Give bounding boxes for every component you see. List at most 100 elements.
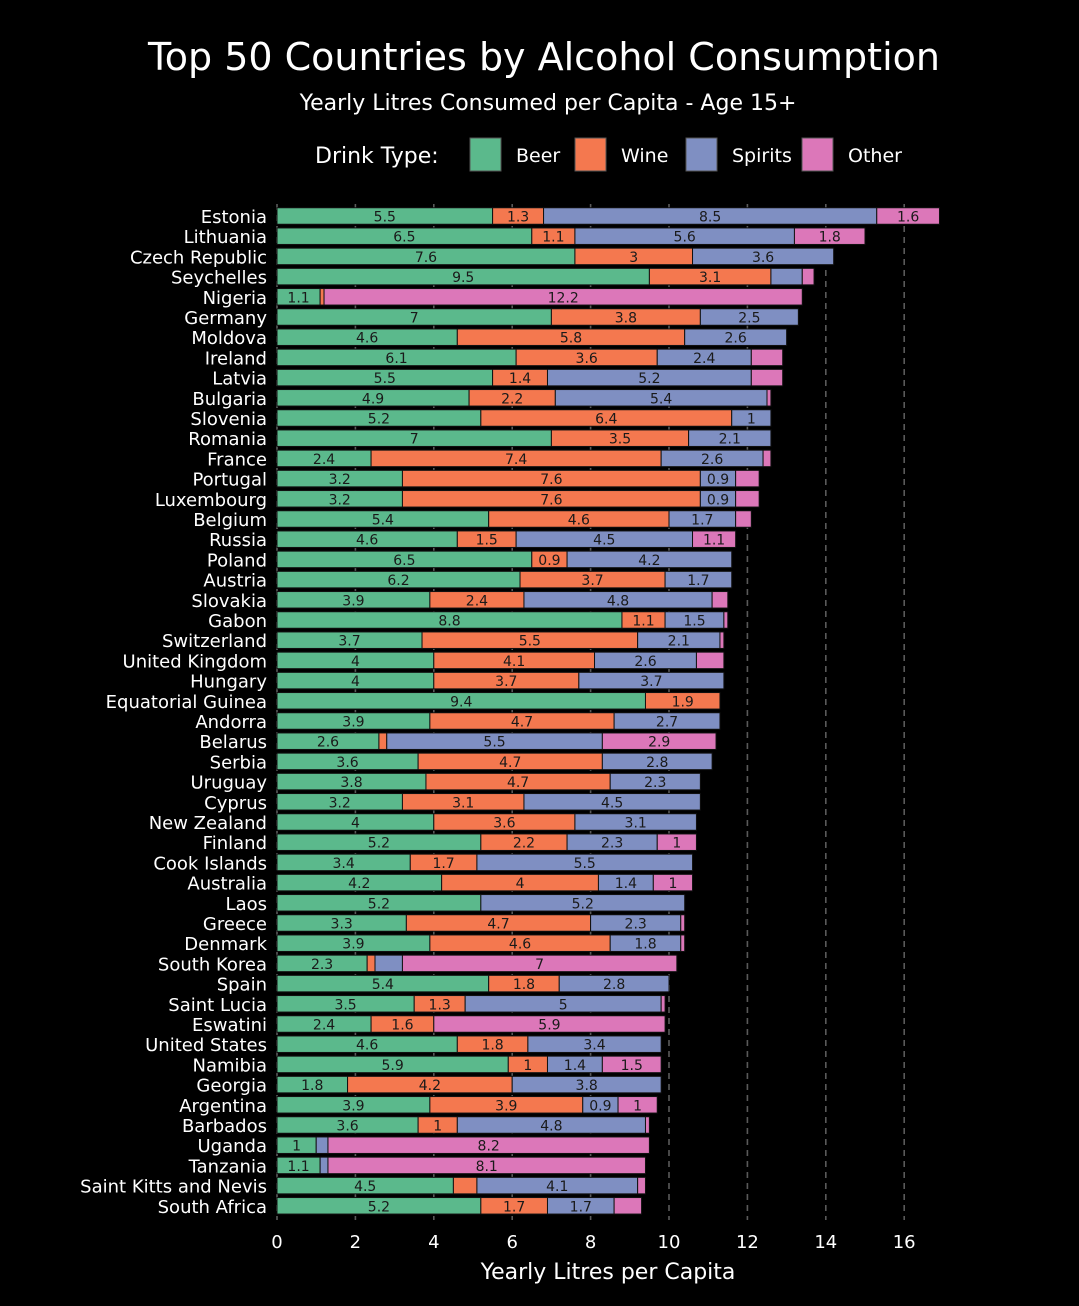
- bar-label-georgia-spirits: 3.8: [576, 1078, 598, 1094]
- bar-germany-spirits: [699, 308, 799, 326]
- bar-south-korea-spirits: [374, 954, 403, 973]
- bar-label-france-spirits: 2.6: [701, 452, 723, 468]
- bar-label-saint-lucia-spirits: 5: [559, 997, 568, 1013]
- bar-label-switzerland-spirits: 2.1: [668, 634, 690, 650]
- bar-row-uruguay: 3.8 4.7 2.3: [276, 772, 701, 791]
- bar-row-finland: 5.2 2.2 2.3 1: [276, 833, 697, 852]
- bar-row-equatorial-guinea: 9.4 1.9: [276, 692, 721, 710]
- bar-seychelles-spirits: [770, 267, 803, 286]
- bar-label-australia-wine: 4: [516, 876, 525, 892]
- bar-label-namibia-beer: 5.9: [382, 1058, 404, 1074]
- bar-label-seychelles-beer: 9.5: [452, 270, 474, 286]
- bar-label-south-africa-spirits: 1.7: [570, 1199, 592, 1215]
- bar-row-germany: 7 3.8 2.5: [276, 308, 799, 327]
- x-tick-label-4: 4: [428, 1232, 439, 1253]
- country-label-cyprus: Cyprus: [204, 793, 267, 814]
- bar-label-united-kingdom-wine: 4.1: [503, 654, 525, 670]
- x-tick-label-0: 0: [271, 1232, 282, 1253]
- country-label-denmark: Denmark: [184, 934, 267, 955]
- bar-label-denmark-beer: 3.9: [342, 937, 364, 953]
- country-label-switzerland: Switzerland: [162, 631, 267, 652]
- bar-south-korea-wine: [366, 954, 376, 973]
- bar-row-australia: 4.2 4 1.4 1: [276, 873, 694, 892]
- bar-row-austria: 6.2 3.7 1.7: [276, 570, 733, 589]
- bar-label-belarus-other: 2.9: [648, 735, 670, 751]
- bar-spain-spirits: [558, 974, 670, 993]
- bar-label-germany-spirits: 2.5: [738, 311, 760, 327]
- bar-label-belgium-spirits: 1.7: [691, 513, 713, 529]
- country-label-seychelles: Seychelles: [171, 268, 267, 289]
- x-tick-label-2: 2: [350, 1232, 361, 1253]
- bar-label-slovenia-beer: 5.2: [368, 412, 390, 428]
- bar-label-russia-beer: 4.6: [356, 533, 378, 549]
- bar-label-argentina-wine: 3.9: [495, 1098, 517, 1114]
- bar-row-cyprus: 3.2 3.1 4.5: [276, 793, 701, 811]
- bar-andorra-spirits: [613, 712, 721, 730]
- bar-label-luxembourg-wine: 7.6: [540, 492, 562, 508]
- bar-label-estonia-spirits: 8.5: [699, 210, 721, 226]
- bar-hungary-spirits: [578, 671, 725, 690]
- bar-row-andorra: 3.9 4.7 2.7: [276, 712, 721, 731]
- country-label-georgia: Georgia: [196, 1076, 267, 1097]
- bar-label-uganda-beer: 1: [292, 1139, 301, 1155]
- bar-namibia-other: [601, 1055, 662, 1074]
- bar-label-bulgaria-beer: 4.9: [362, 391, 384, 407]
- bar-row-serbia: 3.6 4.7 2.8: [276, 752, 713, 771]
- bar-row-russia: 4.6 1.5 4.5 1.1: [276, 530, 737, 549]
- bar-label-hungary-beer: 4: [351, 674, 360, 690]
- legend-swatch-spirits: [685, 137, 718, 172]
- bar-row-greece: 3.3 4.7 2.3: [276, 914, 686, 933]
- bar-label-georgia-wine: 4.2: [419, 1078, 441, 1094]
- bar-label-gabon-spirits: 1.5: [683, 614, 705, 630]
- bar-label-germany-beer: 7: [410, 311, 419, 327]
- bar-georgia-spirits: [511, 1075, 662, 1094]
- country-label-saint-lucia: Saint Lucia: [168, 995, 267, 1016]
- bar-label-slovakia-wine: 2.4: [466, 593, 488, 609]
- country-label-luxembourg: Luxembourg: [155, 490, 267, 511]
- bar-belarus-wine: [378, 732, 388, 750]
- bar-czech-republic-spirits: [692, 247, 835, 266]
- bar-row-united-states: 4.6 1.8 3.4: [276, 1035, 662, 1054]
- bar-label-lithuania-other: 1.8: [819, 230, 841, 246]
- legend: Drink Type: Beer Wine Spirits Other: [315, 137, 902, 172]
- country-label-uganda: Uganda: [198, 1136, 268, 1157]
- bar-label-united-states-spirits: 3.4: [583, 1038, 605, 1054]
- bar-label-portugal-wine: 7.6: [540, 472, 562, 488]
- bar-label-slovakia-beer: 3.9: [342, 593, 364, 609]
- bar-label-denmark-spirits: 1.8: [634, 937, 656, 953]
- country-label-united-kingdom: United Kingdom: [123, 651, 267, 672]
- bar-label-estonia-wine: 1.3: [507, 210, 529, 226]
- country-label-poland: Poland: [207, 550, 267, 571]
- bar-label-saint-lucia-beer: 3.5: [334, 997, 356, 1013]
- bar-row-tanzania: 1.1 8.1: [276, 1156, 646, 1175]
- bar-label-united-states-beer: 4.6: [356, 1038, 378, 1054]
- bar-gabon-other: [723, 611, 729, 629]
- bar-label-uruguay-wine: 4.7: [507, 775, 529, 791]
- bar-row-romania: 7 3.5 2.1: [276, 429, 772, 448]
- country-label-hungary: Hungary: [190, 672, 267, 693]
- bar-label-spain-spirits: 2.8: [603, 977, 625, 993]
- country-label-latvia: Latvia: [212, 369, 267, 390]
- country-label-slovakia: Slovakia: [191, 591, 267, 612]
- bar-austria-spirits: [664, 570, 733, 589]
- country-label-czech-republic: Czech Republic: [130, 247, 267, 268]
- bar-moldova-spirits: [684, 328, 788, 346]
- bar-united-kingdom-other: [695, 651, 725, 670]
- bar-label-cook-islands-spirits: 5.5: [574, 856, 596, 872]
- country-label-argentina: Argentina: [179, 1096, 267, 1117]
- bars: 5.5 1.3 8.5 1.6 6.5 1.1 5.6 1.8 7.6 3 3.6 9.5 3.1 1.1…: [276, 207, 940, 1215]
- country-label-south-korea: South Korea: [158, 954, 267, 975]
- bar-label-portugal-spirits: 0.9: [707, 472, 729, 488]
- country-label-finland: Finland: [203, 833, 267, 854]
- bar-label-estonia-other: 1.6: [897, 210, 919, 226]
- bar-label-russia-wine: 1.5: [476, 533, 498, 549]
- bar-label-moldova-beer: 4.6: [356, 331, 378, 347]
- bar-label-argentina-beer: 3.9: [342, 1098, 364, 1114]
- legend-label-beer: Beer: [516, 145, 560, 167]
- bar-label-slovenia-spirits: 1: [747, 412, 756, 428]
- bar-russia-other: [692, 530, 737, 548]
- bar-label-greece-beer: 3.3: [331, 917, 353, 933]
- bar-label-denmark-wine: 4.6: [509, 937, 531, 953]
- bar-row-namibia: 5.9 1 1.4 1.5: [276, 1055, 662, 1074]
- bar-label-poland-spirits: 4.2: [638, 553, 660, 569]
